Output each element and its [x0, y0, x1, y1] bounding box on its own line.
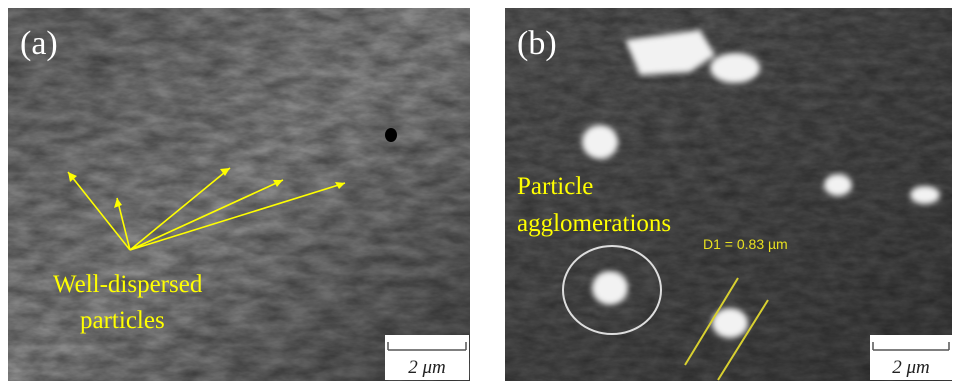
- panel-label: (b): [517, 25, 557, 62]
- panel-label: (a): [20, 25, 58, 62]
- panel-b: (b) Particle agglomerations D1 = 0.83 µm…: [505, 8, 952, 381]
- panel-a: (a) Well-dispersed particles 2 μm: [8, 8, 470, 381]
- measurement: D1 = 0.83 µm: [703, 236, 788, 252]
- annotation: Particle: [517, 173, 593, 200]
- scale-label: 2 μm: [892, 357, 930, 378]
- annotation: agglomerations: [517, 210, 671, 237]
- annotation: particles: [80, 307, 165, 334]
- figure: (a) Well-dispersed particles 2 μm (b) Pa…: [0, 0, 957, 381]
- texture: [8, 8, 470, 381]
- annotation: Well-dispersed: [53, 271, 203, 298]
- scale-label: 2 μm: [408, 357, 446, 378]
- pore: [385, 128, 397, 142]
